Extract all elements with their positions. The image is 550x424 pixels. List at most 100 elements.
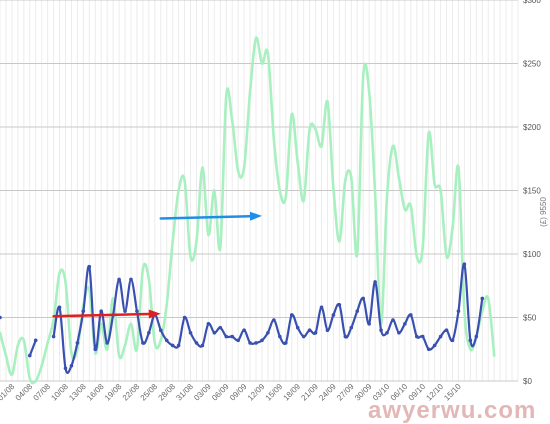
data-point bbox=[373, 280, 377, 284]
data-point bbox=[397, 176, 401, 180]
data-point bbox=[207, 233, 210, 237]
data-point bbox=[254, 36, 258, 40]
data-point bbox=[28, 377, 32, 380]
annotation-arrow bbox=[52, 309, 161, 319]
data-point bbox=[284, 195, 288, 199]
data-point bbox=[266, 52, 270, 55]
data-point bbox=[468, 338, 473, 343]
x-tick-label: 25/08 bbox=[139, 382, 160, 403]
data-point bbox=[16, 344, 20, 347]
data-point bbox=[165, 303, 169, 307]
data-point bbox=[170, 343, 175, 348]
data-point bbox=[176, 343, 181, 348]
data-point bbox=[4, 354, 8, 357]
data-point bbox=[414, 334, 419, 339]
data-point bbox=[409, 313, 413, 317]
data-point bbox=[248, 341, 252, 345]
data-point bbox=[331, 313, 336, 317]
data-point bbox=[69, 363, 74, 368]
x-tick-label: 16/08 bbox=[85, 382, 106, 403]
data-point bbox=[200, 343, 205, 348]
data-point bbox=[450, 338, 455, 343]
data-point bbox=[183, 179, 186, 182]
series-1 bbox=[0, 36, 496, 385]
data-point bbox=[63, 366, 68, 371]
data-point bbox=[343, 334, 348, 339]
data-point bbox=[242, 328, 246, 333]
y-tick-label: $50 bbox=[523, 314, 537, 323]
data-point bbox=[319, 305, 324, 310]
x-tick-label: 27/09 bbox=[335, 382, 356, 403]
data-point bbox=[213, 189, 216, 192]
data-point bbox=[295, 325, 300, 330]
data-point bbox=[75, 341, 80, 345]
data-point bbox=[218, 325, 223, 330]
data-point bbox=[46, 341, 49, 345]
data-point bbox=[469, 347, 472, 351]
data-point bbox=[289, 313, 294, 317]
x-tick-label: 10/08 bbox=[49, 382, 70, 403]
data-point bbox=[159, 339, 163, 342]
data-point bbox=[456, 309, 461, 313]
data-point bbox=[349, 325, 354, 330]
data-point bbox=[361, 296, 365, 301]
data-point bbox=[426, 347, 431, 352]
data-point bbox=[93, 347, 98, 352]
data-point bbox=[260, 62, 264, 65]
data-point bbox=[58, 271, 61, 275]
data-point bbox=[391, 144, 395, 148]
data-point bbox=[34, 379, 38, 383]
arrow-shaft bbox=[159, 214, 252, 220]
data-point bbox=[420, 334, 425, 339]
arrow-head bbox=[148, 309, 161, 319]
data-point bbox=[308, 128, 311, 131]
data-point bbox=[117, 354, 121, 357]
data-point bbox=[105, 347, 109, 351]
data-point bbox=[403, 208, 407, 211]
data-point bbox=[188, 330, 193, 335]
data-point bbox=[272, 318, 276, 322]
data-point bbox=[52, 318, 55, 322]
data-point bbox=[224, 334, 229, 339]
data-point bbox=[10, 373, 14, 376]
data-point bbox=[135, 347, 139, 351]
data-point bbox=[236, 338, 240, 343]
data-point bbox=[415, 255, 419, 258]
series-layer bbox=[0, 36, 496, 385]
series-line bbox=[0, 36, 496, 385]
data-point bbox=[307, 328, 312, 333]
data-point bbox=[302, 199, 305, 202]
data-point bbox=[338, 240, 341, 243]
data-point bbox=[164, 338, 169, 343]
data-point bbox=[278, 189, 282, 192]
data-point bbox=[326, 100, 329, 103]
data-point bbox=[451, 227, 454, 230]
data-point bbox=[480, 296, 485, 301]
y-tick-label: $0 bbox=[523, 377, 532, 386]
data-point bbox=[158, 328, 163, 333]
data-point bbox=[254, 341, 258, 345]
data-point bbox=[105, 341, 109, 345]
data-point bbox=[439, 189, 442, 192]
y-tick-label: $300 bbox=[523, 0, 541, 5]
data-point bbox=[296, 161, 300, 164]
data-point bbox=[385, 195, 389, 199]
y-tick-label: $150 bbox=[523, 187, 541, 196]
data-point bbox=[320, 144, 323, 148]
data-point bbox=[141, 267, 145, 271]
data-point bbox=[397, 330, 401, 335]
data-point bbox=[474, 334, 479, 339]
x-tick-label: 04/08 bbox=[14, 382, 35, 403]
data-point bbox=[129, 322, 133, 326]
data-point bbox=[337, 303, 342, 307]
data-point bbox=[147, 278, 151, 281]
data-point bbox=[206, 322, 211, 326]
x-tick-label: 03/09 bbox=[192, 382, 213, 403]
data-point bbox=[403, 322, 407, 326]
data-point bbox=[367, 90, 371, 93]
data-point bbox=[230, 334, 235, 339]
data-point bbox=[182, 315, 187, 320]
y-tick-label: $250 bbox=[523, 60, 541, 69]
